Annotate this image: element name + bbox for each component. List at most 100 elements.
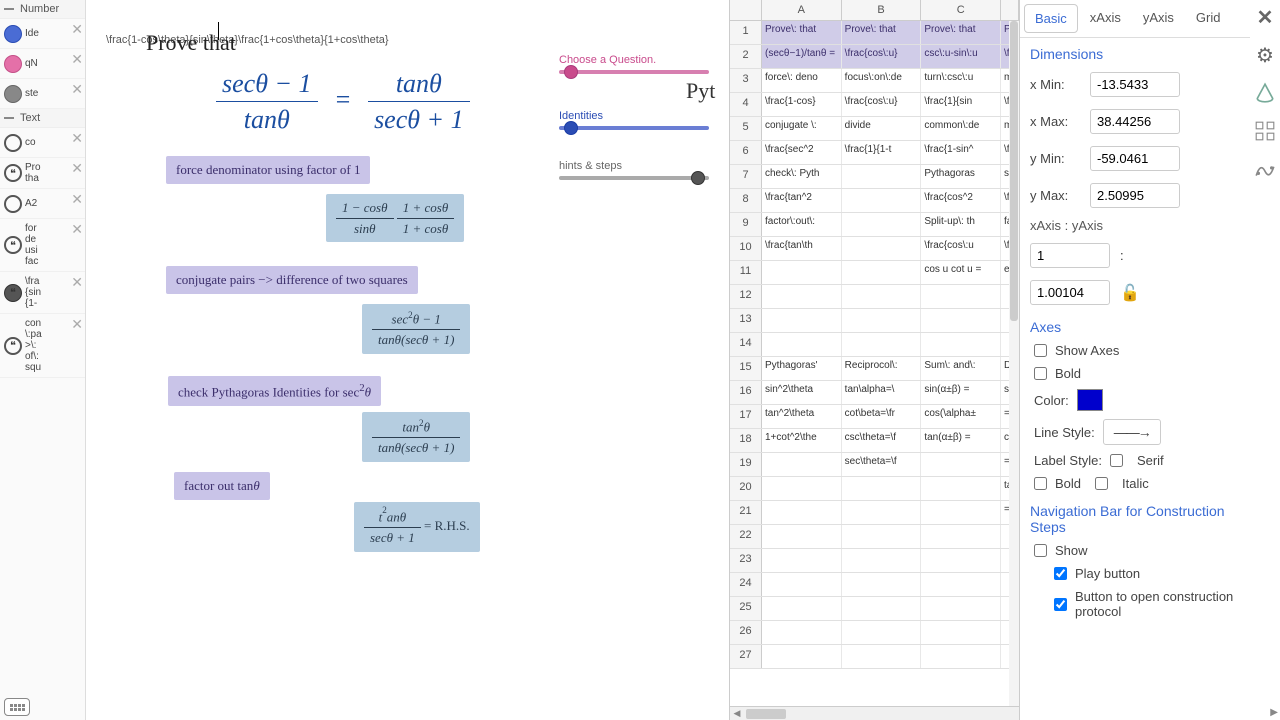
cell[interactable] xyxy=(762,309,842,332)
table-row[interactable]: 24 xyxy=(730,573,1019,597)
table-row[interactable]: 7check\: PythPythagorassin xyxy=(730,165,1019,189)
table-row[interactable]: 9factor\:out\:Split-up\: thfac xyxy=(730,213,1019,237)
graphics-view[interactable]: \frac{1-cos\theta}{sin\theta}\frac{1+cos… xyxy=(86,0,730,720)
table-row[interactable]: 13 xyxy=(730,309,1019,333)
cell[interactable]: tan(α±β) = xyxy=(921,429,1001,452)
bold-label-checkbox[interactable] xyxy=(1034,477,1047,490)
cell[interactable]: Pythagoras' xyxy=(762,357,842,380)
algebra-item[interactable]: A2✕ xyxy=(0,189,85,219)
delete-icon[interactable]: ✕ xyxy=(71,274,83,291)
cell[interactable] xyxy=(921,453,1001,476)
table-row[interactable]: 26 xyxy=(730,621,1019,645)
table-row[interactable]: 15Pythagoras'Reciprocol\:Sum\: and\:Do xyxy=(730,357,1019,381)
cell[interactable] xyxy=(762,573,842,596)
cell[interactable]: Prove\: that xyxy=(762,21,842,44)
algebra-item[interactable]: ❝Protha✕ xyxy=(0,158,85,189)
cell[interactable]: 1+cot^2\the xyxy=(762,429,842,452)
xmin-input[interactable] xyxy=(1090,72,1180,97)
cell[interactable] xyxy=(762,645,842,668)
cell[interactable] xyxy=(921,645,1001,668)
table-row[interactable]: 5conjugate \:dividecommon\:demu xyxy=(730,117,1019,141)
cell[interactable]: \frac{1-sin^ xyxy=(921,141,1001,164)
table-row[interactable]: 19sec\theta=\f=c xyxy=(730,453,1019,477)
cell[interactable]: csc\theta=\f xyxy=(842,429,922,452)
algebra-item[interactable]: Ide✕ xyxy=(0,19,85,49)
close-icon[interactable]: ✕ xyxy=(1254,6,1276,28)
cell[interactable] xyxy=(762,501,842,524)
algebra-item[interactable]: ❝con\:pa>\:of\:squ✕ xyxy=(0,314,85,378)
algebra-section-head[interactable]: Number xyxy=(0,0,85,19)
cell[interactable] xyxy=(842,333,922,356)
cell[interactable] xyxy=(842,645,922,668)
col-header[interactable]: A xyxy=(762,0,842,20)
table-row[interactable]: 8\frac{tan^2\frac{cos^2\fr xyxy=(730,189,1019,213)
cell[interactable]: csc\:u-sin\:u xyxy=(921,45,1001,68)
cell[interactable] xyxy=(842,501,922,524)
cell[interactable]: force\: deno xyxy=(762,69,842,92)
ratio-x-input[interactable] xyxy=(1030,243,1110,268)
cell[interactable] xyxy=(762,597,842,620)
xmax-input[interactable] xyxy=(1090,109,1180,134)
table-row[interactable]: 20ta xyxy=(730,477,1019,501)
cell[interactable]: focus\:on\:de xyxy=(842,69,922,92)
cell[interactable] xyxy=(762,333,842,356)
cell[interactable]: \frac{cos\:u} xyxy=(842,93,922,116)
table-row[interactable]: 3force\: denofocus\:on\:deturn\:csc\:umu xyxy=(730,69,1019,93)
spreadsheet-hscroll[interactable]: ◀ xyxy=(730,706,1019,720)
cone-icon[interactable] xyxy=(1254,82,1276,104)
cell[interactable]: \frac{cos^2 xyxy=(921,189,1001,212)
grid-icon[interactable] xyxy=(1254,120,1276,142)
gear-icon[interactable]: ⚙ xyxy=(1254,44,1276,66)
cell[interactable]: factor\:out\: xyxy=(762,213,842,236)
table-row[interactable]: 22 xyxy=(730,525,1019,549)
cell[interactable]: sin^2\theta xyxy=(762,381,842,404)
table-row[interactable]: 4\frac{1-cos}\frac{cos\:u}\frac{1}{sin\f… xyxy=(730,93,1019,117)
cell[interactable] xyxy=(842,213,922,236)
table-row[interactable]: 181+cot^2\thecsc\theta=\ftan(α±β) =co xyxy=(730,429,1019,453)
table-row[interactable]: 21=\ xyxy=(730,501,1019,525)
show-nav-checkbox[interactable] xyxy=(1034,544,1047,557)
table-row[interactable]: 11cos u cot u =en xyxy=(730,261,1019,285)
cell[interactable] xyxy=(921,525,1001,548)
delete-icon[interactable]: ✕ xyxy=(71,51,83,68)
tab-xaxis[interactable]: xAxis xyxy=(1080,4,1131,33)
tab-basic[interactable]: Basic xyxy=(1024,4,1078,33)
cell[interactable]: check\: Pyth xyxy=(762,165,842,188)
cell[interactable]: cot\beta=\fr xyxy=(842,405,922,428)
cell[interactable] xyxy=(921,477,1001,500)
cell[interactable] xyxy=(921,597,1001,620)
cell[interactable] xyxy=(842,165,922,188)
table-row[interactable]: 27 xyxy=(730,645,1019,669)
table-row[interactable]: 12 xyxy=(730,285,1019,309)
cell[interactable]: \frac{cos\:u xyxy=(921,237,1001,260)
tab-grid[interactable]: Grid xyxy=(1186,4,1231,33)
algebra-item[interactable]: qN✕ xyxy=(0,49,85,79)
cell[interactable]: sin(α±β) = xyxy=(921,381,1001,404)
table-row[interactable]: 16sin^2\thetatan\alpha=\sin(α±β) =sin xyxy=(730,381,1019,405)
italic-checkbox[interactable] xyxy=(1095,477,1108,490)
show-axes-checkbox[interactable] xyxy=(1034,344,1047,357)
play-button-checkbox[interactable] xyxy=(1054,567,1067,580)
cell[interactable] xyxy=(842,237,922,260)
delete-icon[interactable]: ✕ xyxy=(71,130,83,147)
algebra-item[interactable]: ❝fordeusifac✕ xyxy=(0,219,85,272)
keyboard-icon[interactable] xyxy=(4,698,30,716)
table-row[interactable]: 14 xyxy=(730,333,1019,357)
cell[interactable]: cos(\alpha± xyxy=(921,405,1001,428)
cell[interactable]: cos u cot u = xyxy=(921,261,1001,284)
cell[interactable] xyxy=(921,333,1001,356)
spreadsheet-vscroll[interactable] xyxy=(1009,21,1019,706)
algebra-item[interactable]: co✕ xyxy=(0,128,85,158)
cell[interactable] xyxy=(762,549,842,572)
tab-yaxis[interactable]: yAxis xyxy=(1133,4,1184,33)
spreadsheet-body[interactable]: 1Prove\: thatProve\: thatProve\: thatPr2… xyxy=(730,21,1019,706)
table-row[interactable]: 2(secθ−1)/tanθ =\frac{cos\:u}csc\:u-sin\… xyxy=(730,45,1019,69)
cell[interactable] xyxy=(842,261,922,284)
cell[interactable] xyxy=(762,525,842,548)
cell[interactable]: \frac{1}{sin xyxy=(921,93,1001,116)
delete-icon[interactable]: ✕ xyxy=(71,81,83,98)
table-row[interactable]: 10\frac{tan\th\frac{cos\:u\fr xyxy=(730,237,1019,261)
cell[interactable] xyxy=(762,621,842,644)
cell[interactable]: Prove\: that xyxy=(842,21,922,44)
cell[interactable]: \frac{sec^2 xyxy=(762,141,842,164)
